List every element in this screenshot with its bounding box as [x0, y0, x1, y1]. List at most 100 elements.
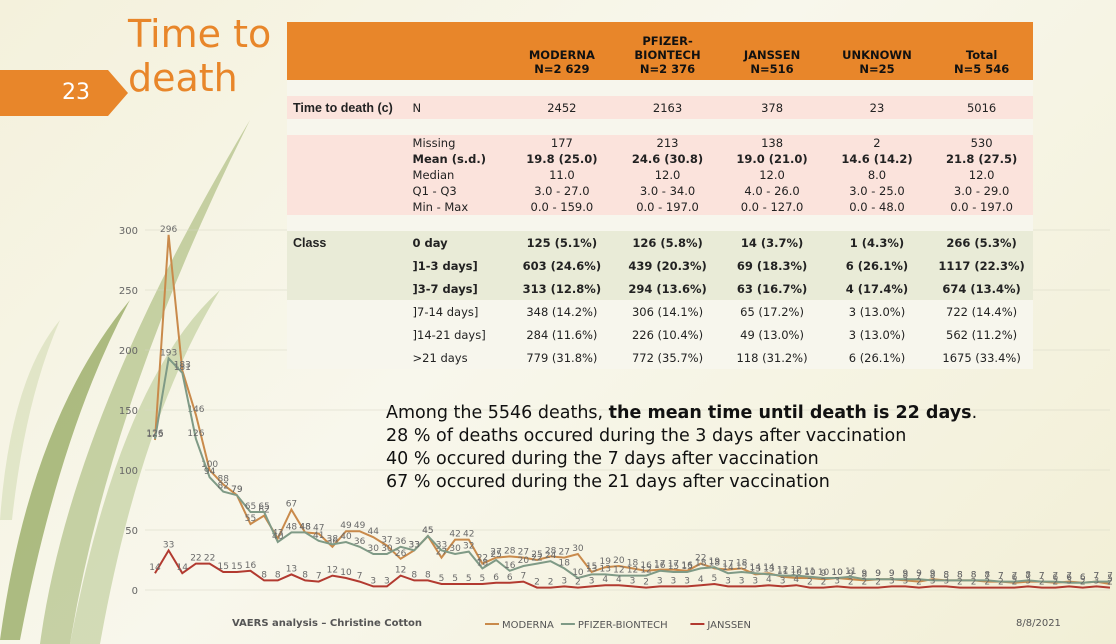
data-label: 33	[408, 540, 419, 550]
data-label: 43	[272, 528, 283, 538]
data-label: 8	[984, 570, 990, 580]
table-row-sublabel: Q1 - Q3	[406, 183, 510, 199]
data-label: 11	[845, 567, 856, 577]
data-label: 11	[804, 567, 815, 577]
data-label: 48	[286, 522, 298, 532]
table-row-sublabel: Missing	[406, 135, 510, 151]
data-label: 5	[452, 574, 458, 584]
table-cell: 2	[823, 135, 931, 151]
data-label: 2	[821, 578, 827, 588]
table-row-label: Class	[287, 231, 407, 254]
table-row-label	[287, 346, 407, 369]
data-label: 65	[258, 502, 269, 512]
table-cell: 779 (31.8%)	[509, 346, 615, 369]
data-label: 33	[163, 540, 174, 550]
data-label: 17	[668, 560, 679, 570]
slide-number: 23	[62, 80, 90, 105]
data-label: 32	[463, 542, 474, 552]
data-label: 7	[1053, 572, 1059, 582]
y-tick-label: 200	[119, 346, 138, 357]
data-label: 14	[177, 563, 189, 573]
data-label: 25	[531, 550, 542, 560]
data-label: 7	[998, 572, 1004, 582]
data-label: 65	[245, 502, 256, 512]
table-cell: 2163	[614, 96, 721, 119]
data-label: 12	[395, 566, 406, 576]
data-label: 27	[518, 548, 529, 558]
summary-line-1: Among the 5546 deaths, the mean time unt…	[386, 403, 978, 423]
data-label: 3	[930, 576, 936, 586]
data-label: 40	[340, 532, 352, 542]
table-row-sublabel: 0 day	[406, 231, 510, 254]
table-row: Class 0 day 125 (5.1%) 126 (5.8%) 14 (3.7%) 1…	[287, 231, 1033, 254]
data-label: 5	[439, 574, 445, 584]
data-label: 100	[201, 460, 218, 470]
data-label: 42	[463, 530, 474, 540]
data-label: 9	[821, 569, 827, 579]
table-cell: 0.0 - 159.0	[509, 199, 615, 215]
data-label: 5	[480, 574, 486, 584]
table-row-label	[287, 80, 407, 96]
data-label: 10	[831, 568, 843, 578]
table-row: ]7-14 days] 348 (14.2%) 306 (14.1%) 65 (17.…	[287, 300, 1033, 323]
data-label: 14	[149, 563, 161, 573]
data-label: 82	[217, 482, 228, 492]
table-cell: 6 (26.1%)	[823, 346, 931, 369]
data-label: 3	[630, 576, 636, 586]
table-cell: 1675 (33.4%)	[930, 346, 1033, 369]
data-label: 6	[493, 573, 499, 583]
table-header-cell: MODERNA N=2 629	[509, 22, 615, 80]
data-label: 45	[422, 526, 433, 536]
table-row-label	[287, 167, 407, 183]
table-cell	[614, 215, 721, 231]
data-label: 36	[354, 537, 366, 547]
data-label: 19	[599, 557, 611, 567]
data-label: 7	[984, 572, 990, 582]
table-cell	[509, 80, 615, 96]
table-row: Missing 177 213 138 2 530	[287, 135, 1033, 151]
data-label: 79	[231, 485, 243, 495]
data-label: 3	[671, 576, 677, 586]
data-label: 10	[572, 568, 584, 578]
data-label: 3	[561, 576, 567, 586]
data-label: 16	[654, 561, 666, 571]
table-cell: 348 (14.2%)	[509, 300, 615, 323]
series-line	[154, 356, 1110, 584]
data-label: 7	[1012, 572, 1018, 582]
data-label: 22	[695, 554, 706, 564]
table-header-cell	[406, 22, 510, 80]
data-label: 48	[299, 522, 311, 532]
data-label: 10	[818, 568, 830, 578]
data-label: 22	[190, 554, 201, 564]
data-label: 15	[217, 562, 228, 572]
legend-label: PFIZER-BIONTECH	[578, 620, 668, 631]
table-cell: 63 (16.7%)	[720, 277, 824, 300]
data-label: 38	[327, 534, 339, 544]
table-row-sublabel: Min - Max	[406, 199, 510, 215]
footer-author: VAERS analysis – Christine Cotton	[232, 618, 422, 629]
data-label: 4	[698, 575, 704, 585]
data-label: 14	[750, 563, 762, 573]
table-row-label	[287, 119, 407, 135]
data-label: 2	[575, 578, 581, 588]
table-cell: 12.0	[930, 167, 1033, 183]
data-label: 88	[217, 474, 229, 484]
data-label: 8	[957, 570, 963, 580]
data-label: 13	[599, 564, 610, 574]
data-label: 10	[804, 568, 816, 578]
data-label: 3	[384, 576, 390, 586]
table-header-cell: UNKNOWN N=25	[823, 22, 931, 80]
footer-date: 8/8/2021	[1016, 618, 1061, 629]
table-row: Median 11.0 12.0 12.0 8.0 12.0	[287, 167, 1033, 183]
data-label: 45	[422, 526, 433, 536]
data-label: 3	[1093, 576, 1099, 586]
data-label: 4	[793, 575, 799, 585]
data-label: 7	[1107, 572, 1113, 582]
chart-legend: MODERNA PFIZER-BIONTECH JANSSEN	[485, 620, 751, 631]
data-label: 3	[684, 576, 690, 586]
data-label: 30	[449, 544, 461, 554]
data-label: 8	[971, 570, 977, 580]
data-label: 8	[943, 570, 949, 580]
data-label: 2	[848, 578, 854, 588]
